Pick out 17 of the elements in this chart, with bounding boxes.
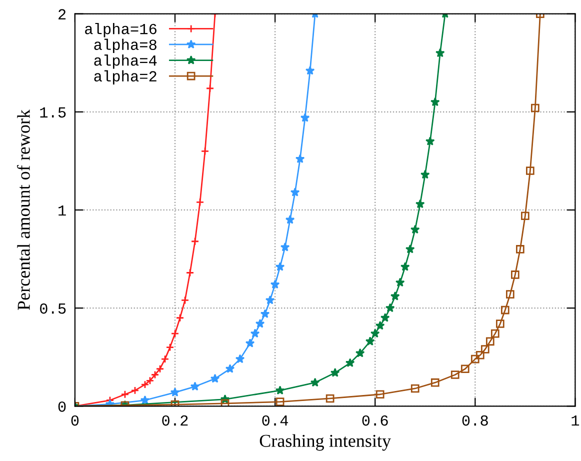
y-tick-label: 1 <box>58 205 66 216</box>
x-tick-label: 0 <box>71 415 79 426</box>
legend-label: alpha=8 <box>94 38 156 54</box>
y-tick-label: 1.5 <box>40 107 66 118</box>
legend-label: alpha=16 <box>85 22 156 38</box>
y-tick-label: 0 <box>58 401 66 412</box>
x-tick-label: 0.2 <box>162 415 188 426</box>
x-tick-label: 0.8 <box>462 415 488 426</box>
x-tick-label: 0.4 <box>262 415 288 426</box>
y-tick-label: 0.5 <box>40 303 66 314</box>
legend-label: alpha=2 <box>94 70 156 85</box>
x-tick-label: 1 <box>572 415 580 426</box>
legend-label: alpha=4 <box>94 54 157 69</box>
y-tick-label: 2 <box>58 9 66 20</box>
x-tick-label: 0.6 <box>362 415 388 426</box>
x-axis-title: Crashing intensity <box>260 434 391 451</box>
y-axis-title: Percental amount of rework <box>16 109 30 310</box>
